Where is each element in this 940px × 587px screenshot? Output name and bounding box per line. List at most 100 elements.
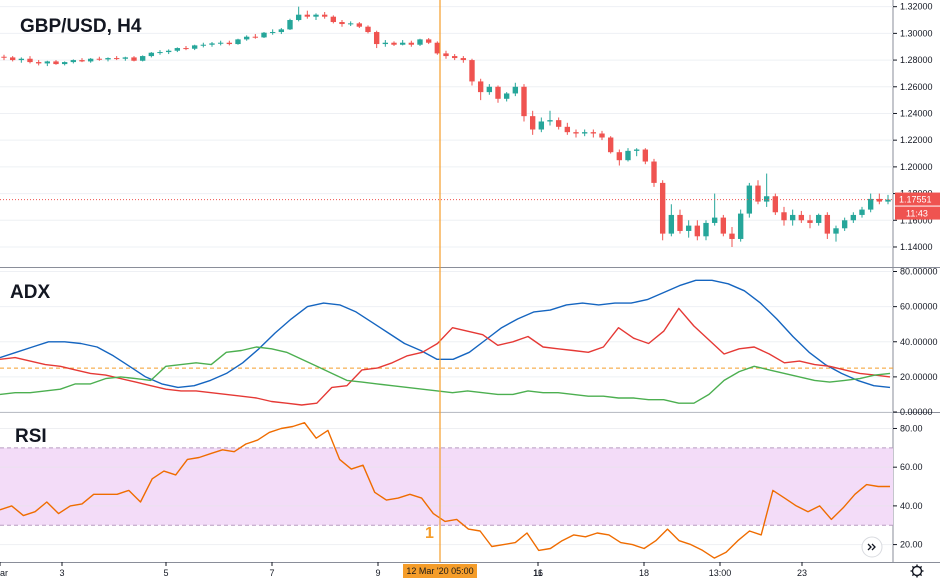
candle xyxy=(113,56,120,61)
candle-body xyxy=(694,225,701,237)
candle-body xyxy=(807,220,813,223)
price-pane[interactable]: 1.32000 1.30000 1.28000 1.26000 1.24000 1.220… xyxy=(0,2,940,252)
candle xyxy=(434,41,441,55)
candle-body xyxy=(61,62,68,65)
rsi-series-line xyxy=(0,422,890,559)
candle xyxy=(321,12,328,19)
candle xyxy=(96,56,103,61)
candle xyxy=(469,58,475,86)
candle-body xyxy=(607,137,614,153)
y-tick-label: 1.20000 xyxy=(900,162,933,172)
candle-body xyxy=(651,161,657,183)
y-tick-label: 20.00 xyxy=(900,540,923,550)
x-tick-label: 7 xyxy=(269,568,274,578)
candle xyxy=(876,193,883,205)
candle xyxy=(295,6,302,22)
candle-body xyxy=(789,214,796,221)
y-tick-label: 1.24000 xyxy=(900,108,933,118)
gear-tooth xyxy=(911,573,915,577)
candle xyxy=(339,20,345,27)
rsi-title: RSI xyxy=(15,426,47,447)
candle-body xyxy=(295,14,302,21)
x-tick-label: ar xyxy=(0,568,8,578)
y-tick-label: 40.00000 xyxy=(900,337,938,347)
candle-body xyxy=(278,29,285,33)
candle-body xyxy=(252,36,259,38)
candle xyxy=(261,32,267,39)
y-tick-label: 1.28000 xyxy=(900,55,933,65)
candle xyxy=(477,78,484,101)
adx-title: ADX xyxy=(10,282,50,303)
candle-body xyxy=(443,53,449,57)
candle-body xyxy=(269,32,276,34)
gear-tooth xyxy=(911,565,915,569)
candle xyxy=(313,13,319,21)
adx-series-line xyxy=(0,279,891,389)
candle xyxy=(131,56,137,62)
gear-tooth xyxy=(919,573,923,577)
candle xyxy=(625,148,631,162)
scroll-to-realtime-button[interactable] xyxy=(861,536,883,558)
y-tick-label: 1.32000 xyxy=(900,2,933,12)
candle xyxy=(547,110,553,126)
candle-body xyxy=(581,132,588,134)
candle-body xyxy=(547,120,553,122)
candle xyxy=(512,82,519,97)
settings-button[interactable] xyxy=(910,564,924,578)
candle-body xyxy=(503,93,510,99)
candle-body xyxy=(521,86,527,117)
x-tick-label: 18 xyxy=(639,568,649,578)
candle-body xyxy=(815,214,822,223)
rsi-pane[interactable]: 80.00 60.00 40.00 20.00 RSI xyxy=(0,422,923,559)
candle xyxy=(200,42,207,48)
candle-body xyxy=(729,233,735,239)
price-tag: 1.17551 xyxy=(899,195,932,205)
candle-body xyxy=(122,57,129,59)
y-tick-label: 20.00000 xyxy=(900,372,938,382)
x-tick-label: 5 xyxy=(163,568,168,578)
candle-body xyxy=(365,26,371,33)
candle-body xyxy=(70,60,77,63)
candle xyxy=(330,15,337,24)
candle xyxy=(408,40,415,47)
candle-body xyxy=(477,81,484,93)
candle xyxy=(425,38,432,45)
candle xyxy=(209,42,215,47)
candle-body xyxy=(356,23,363,27)
candle-body xyxy=(183,48,189,50)
candle-body xyxy=(9,57,16,61)
candle xyxy=(607,136,614,154)
candle xyxy=(763,173,770,207)
candle xyxy=(417,38,423,47)
candle-body xyxy=(148,52,155,57)
candle-body xyxy=(677,214,683,231)
candle-body xyxy=(659,182,666,234)
candle xyxy=(35,60,42,66)
candle-body xyxy=(391,42,397,45)
candle xyxy=(755,180,761,205)
candle-body xyxy=(633,149,640,151)
candle-body xyxy=(512,86,519,94)
candle xyxy=(269,29,276,35)
candle-body xyxy=(287,20,293,30)
candle-body xyxy=(96,58,103,60)
candle-body xyxy=(755,185,761,202)
candle xyxy=(391,41,397,47)
candle-body xyxy=(174,48,181,51)
adx-pane[interactable]: 80.00000 60.00000 40.00000 20.00000 0.00000 A… xyxy=(0,267,938,417)
candle-body xyxy=(746,185,753,214)
candle xyxy=(87,58,94,63)
candle-body xyxy=(209,43,215,45)
candle xyxy=(183,46,189,51)
candle-body xyxy=(703,222,709,237)
adx-series-line xyxy=(0,346,891,404)
candle xyxy=(659,180,666,241)
candle xyxy=(18,57,25,63)
candle xyxy=(287,18,293,31)
rsi-band xyxy=(0,447,893,526)
candle-body xyxy=(347,23,354,25)
y-tick-label: 1.16000 xyxy=(900,215,933,225)
